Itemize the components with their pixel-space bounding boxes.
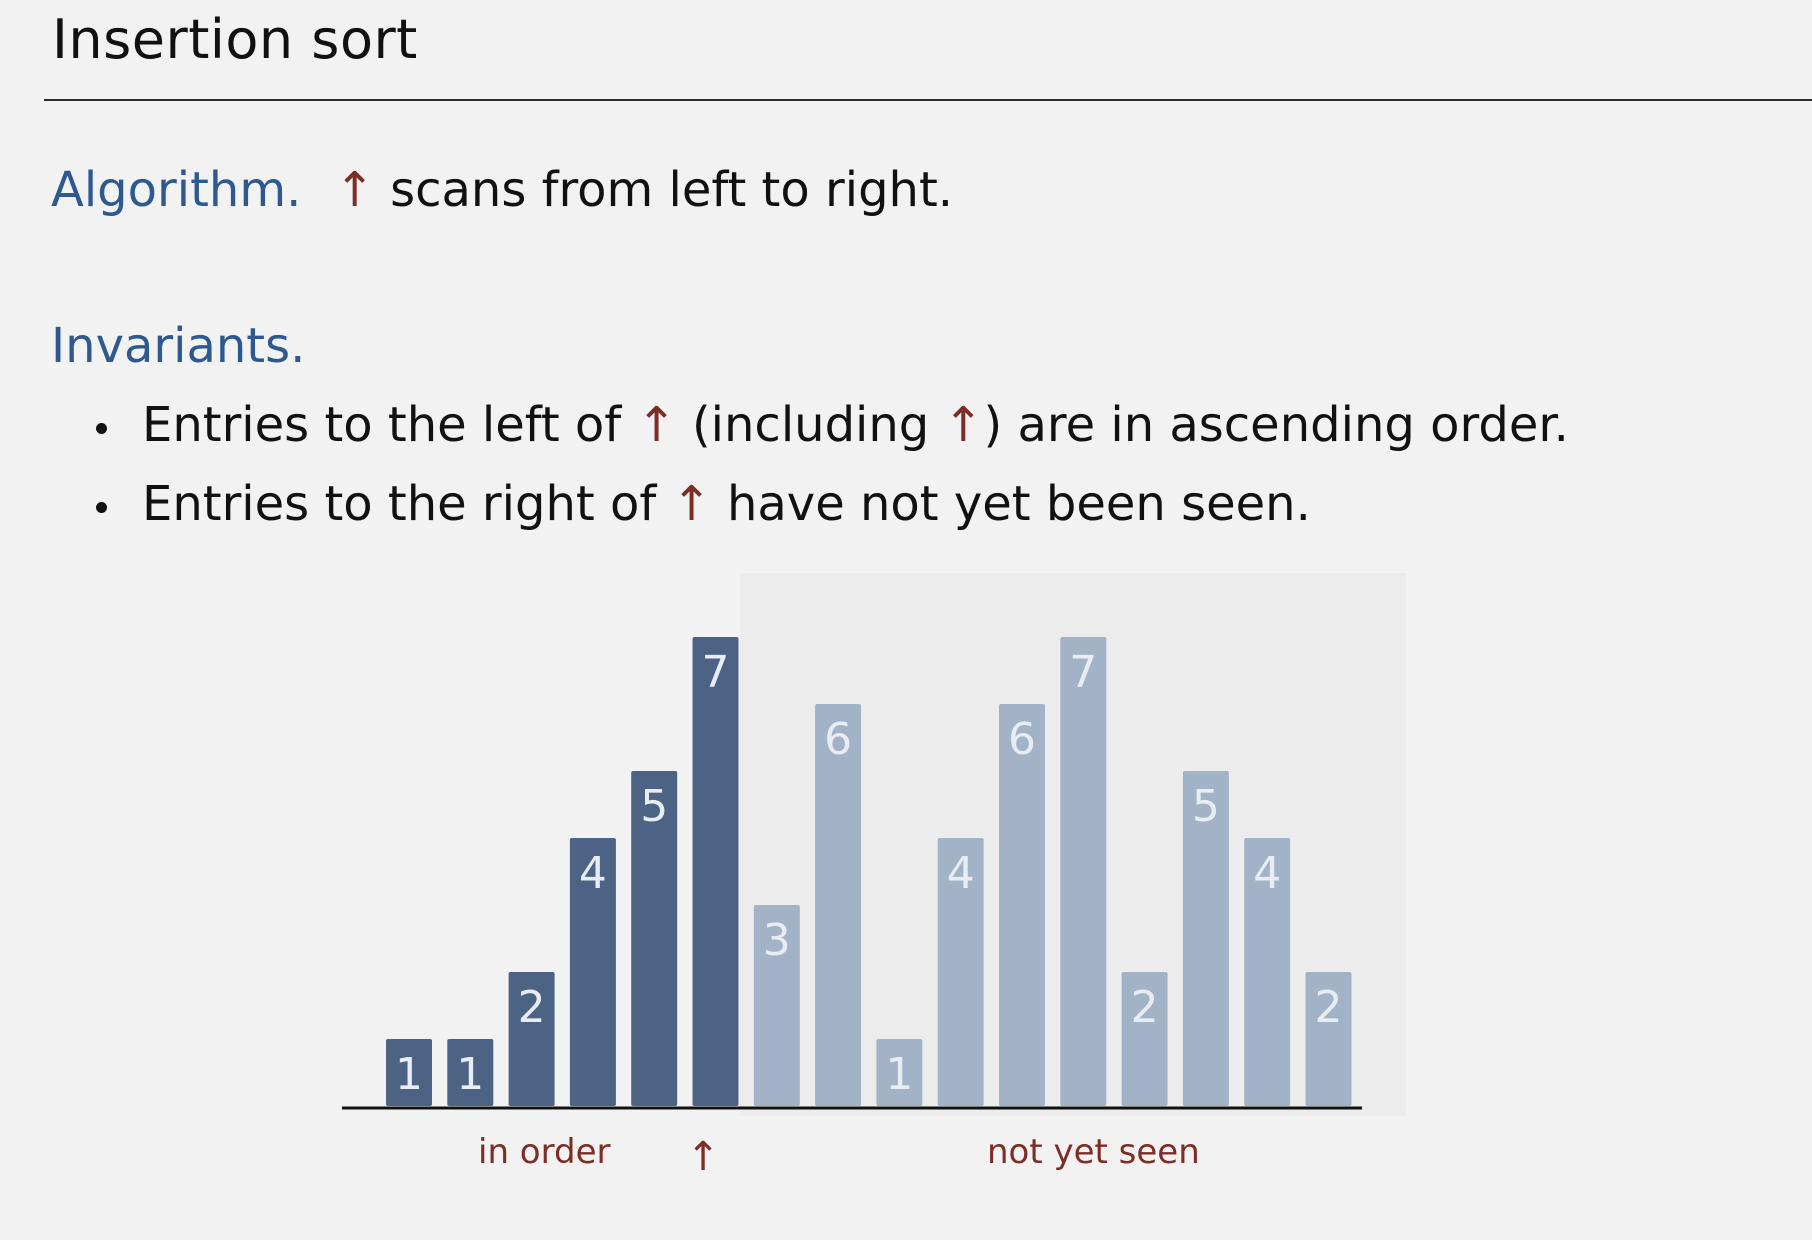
title-divider — [44, 99, 1812, 101]
bar-label: 1 — [456, 1049, 484, 1100]
invariant-bullet: Entries to the right of ↑ have not yet b… — [142, 476, 1311, 532]
invariant-text: have not yet been seen. — [726, 476, 1311, 532]
pointer-arrow-icon: ↑ — [943, 397, 984, 453]
bar-label: 4 — [579, 848, 607, 899]
bar — [447, 1039, 494, 1106]
invariants-label: Invariants. — [51, 318, 306, 374]
bar — [753, 905, 800, 1106]
bar — [999, 704, 1045, 1106]
bar-label: 7 — [1069, 647, 1097, 698]
invariant-text: (including — [691, 397, 930, 453]
bar-label: 1 — [395, 1049, 423, 1100]
bar — [386, 1039, 432, 1106]
bar-label: 7 — [702, 647, 730, 698]
bar-label: 2 — [1315, 982, 1343, 1033]
algorithm-line: Algorithm. ↑ scans from left to right. — [51, 162, 953, 218]
bar-label: 6 — [824, 714, 852, 765]
bar — [1305, 972, 1352, 1106]
pointer-arrow-icon: ↑ — [686, 1134, 720, 1180]
bar-label: 5 — [640, 781, 668, 832]
bar — [1244, 838, 1291, 1106]
slide-title: Insertion sort — [52, 8, 418, 71]
bar-label: 3 — [763, 915, 791, 966]
bar-label: 1 — [885, 1049, 913, 1100]
bar — [1060, 637, 1107, 1106]
bar-label: 4 — [947, 848, 975, 899]
pointer-arrow-icon: ↑ — [671, 476, 712, 532]
pointer-arrow-icon: ↑ — [636, 397, 677, 453]
algorithm-label: Algorithm. — [51, 162, 302, 218]
bar — [631, 771, 678, 1106]
invariant-text: Entries to the right of — [142, 476, 657, 532]
bullet-dot-icon — [96, 423, 107, 434]
bar — [508, 972, 555, 1106]
not-yet-seen-label: not yet seen — [987, 1132, 1200, 1172]
bar-label: 5 — [1192, 781, 1220, 832]
pointer-arrow-icon: ↑ — [334, 162, 375, 218]
algorithm-text: scans from left to right. — [390, 162, 954, 218]
bar-label: 2 — [1131, 982, 1159, 1033]
bar — [876, 1039, 923, 1106]
bar — [937, 838, 984, 1106]
bullet-dot-icon — [96, 502, 107, 513]
bar-label: 4 — [1253, 848, 1281, 899]
invariant-bullet: Entries to the left of ↑ (including ↑) ar… — [142, 397, 1569, 453]
invariant-text: ) are in ascending order. — [983, 397, 1569, 453]
bar-label: 2 — [518, 982, 546, 1033]
in-order-label: in order — [478, 1132, 610, 1172]
bar — [692, 637, 739, 1106]
bar — [815, 704, 862, 1106]
bar-label: 6 — [1008, 714, 1036, 765]
bar — [1182, 771, 1229, 1106]
bar — [569, 838, 616, 1106]
invariant-text: Entries to the left of — [142, 397, 622, 453]
bar — [1121, 972, 1168, 1106]
